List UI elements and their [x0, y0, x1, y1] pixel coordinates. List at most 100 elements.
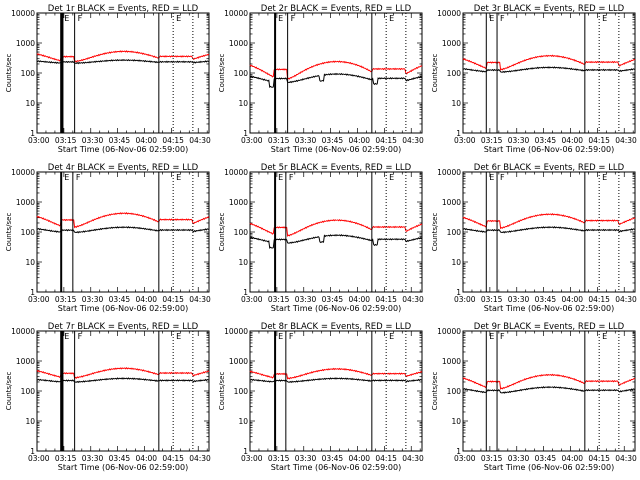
x-axis-label: Start Time (06-Nov-06 02:59:00) [271, 463, 401, 472]
y-tick-label: 1 [30, 129, 35, 138]
x-tick-label: 03:45 [322, 454, 344, 463]
x-tick-label: 03:15 [268, 454, 290, 463]
x-tick-label: 04:15 [162, 454, 184, 463]
events-line [36, 377, 210, 384]
y-tick-label: 1000 [229, 357, 248, 366]
x-tick-label: 04:30 [402, 136, 424, 145]
events-line [249, 72, 423, 89]
x-tick-label: 03:00 [454, 295, 476, 304]
y-tick-label: 10000 [224, 9, 248, 18]
event-marker-label: E [278, 14, 283, 23]
event-marker-label: E [64, 332, 69, 341]
x-tick-label: 03:45 [535, 295, 557, 304]
events-line [462, 385, 636, 394]
y-tick-label: 100 [21, 69, 36, 78]
panel-title: Det 7r BLACK = Events, RED = LLD [48, 322, 199, 332]
lld-line [249, 367, 423, 380]
x-tick-label: 03:30 [295, 454, 317, 463]
x-axis-label: Start Time (06-Nov-06 02:59:00) [484, 145, 614, 154]
x-tick-label: 03:00 [454, 136, 476, 145]
x-tick-label: 04:00 [135, 295, 157, 304]
event-marker-label: F [76, 173, 81, 182]
x-tick-label: 04:15 [588, 454, 610, 463]
y-tick-label: 10000 [437, 168, 461, 177]
event-marker-label: E [602, 14, 607, 23]
y-tick-label: 100 [21, 228, 36, 237]
event-marker-label: E [389, 332, 394, 341]
panel-title: Det 9r BLACK = Events, RED = LLD [474, 322, 625, 332]
lld-line [249, 60, 423, 81]
x-axis-label: Start Time (06-Nov-06 02:59:00) [58, 463, 188, 472]
x-tick-label: 03:00 [28, 454, 50, 463]
events-line [36, 226, 210, 234]
event-marker-label: F [78, 14, 83, 23]
y-tick-label: 100 [21, 387, 36, 396]
lld-line [36, 367, 210, 379]
x-tick-label: 04:15 [375, 136, 397, 145]
lld-line [462, 54, 636, 71]
events-line [249, 377, 423, 384]
x-axis-label: Start Time (06-Nov-06 02:59:00) [58, 304, 188, 313]
x-tick-label: 04:30 [615, 454, 637, 463]
lld-line [462, 373, 636, 390]
x-tick-label: 03:15 [481, 454, 503, 463]
y-tick-label: 10 [451, 258, 461, 267]
x-tick-label: 03:45 [109, 295, 131, 304]
y-tick-label: 1000 [16, 39, 35, 48]
event-marker-label: F [500, 173, 505, 182]
events-line [462, 226, 636, 234]
event-marker-label: E [176, 332, 181, 341]
x-tick-label: 03:00 [454, 454, 476, 463]
y-tick-label: 10000 [11, 168, 35, 177]
x-tick-label: 04:30 [402, 454, 424, 463]
x-axis-label: Start Time (06-Nov-06 02:59:00) [484, 304, 614, 313]
x-tick-label: 03:00 [241, 136, 263, 145]
x-tick-label: 04:00 [348, 454, 370, 463]
x-tick-label: 04:15 [375, 295, 397, 304]
x-tick-label: 04:00 [348, 136, 370, 145]
panel-2 [249, 12, 423, 134]
y-tick-label: 1000 [229, 39, 248, 48]
event-marker-label: E [489, 14, 494, 23]
y-tick-label: 100 [447, 228, 462, 237]
panel-title: Det 4r BLACK = Events, RED = LLD [48, 163, 199, 173]
x-tick-label: 03:00 [28, 136, 50, 145]
lld-line [36, 212, 210, 229]
y-tick-label: 100 [234, 69, 249, 78]
y-tick-label: 10000 [11, 327, 35, 336]
y-axis-label: Counts/sec [431, 372, 439, 411]
y-tick-label: 1000 [442, 198, 461, 207]
y-tick-label: 10000 [437, 9, 461, 18]
x-tick-label: 03:15 [55, 454, 77, 463]
y-axis-label: Counts/sec [5, 213, 13, 252]
y-tick-label: 1000 [229, 198, 248, 207]
x-axis-label: Start Time (06-Nov-06 02:59:00) [484, 463, 614, 472]
x-axis-label: Start Time (06-Nov-06 02:59:00) [271, 145, 401, 154]
x-tick-label: 03:30 [508, 454, 530, 463]
y-axis-label: Counts/sec [431, 213, 439, 252]
x-tick-label: 03:30 [82, 454, 104, 463]
y-tick-label: 10 [25, 99, 35, 108]
event-marker-label: F [291, 14, 296, 23]
y-tick-label: 10 [451, 417, 461, 426]
x-tick-label: 04:30 [189, 454, 211, 463]
y-axis-label: Counts/sec [218, 372, 226, 411]
panel-3 [462, 12, 636, 134]
y-tick-label: 1 [243, 447, 248, 456]
x-tick-label: 03:30 [508, 136, 530, 145]
y-tick-label: 1000 [16, 198, 35, 207]
y-tick-label: 10 [238, 258, 248, 267]
y-tick-label: 100 [447, 387, 462, 396]
x-tick-label: 04:00 [135, 454, 157, 463]
event-marker-label: E [389, 14, 394, 23]
event-marker-label: F [78, 332, 83, 341]
x-tick-label: 03:15 [268, 136, 290, 145]
y-tick-label: 1 [456, 288, 461, 297]
x-tick-label: 03:45 [109, 136, 131, 145]
x-tick-label: 03:30 [295, 295, 317, 304]
x-tick-label: 04:00 [561, 295, 583, 304]
x-tick-label: 03:15 [55, 136, 77, 145]
x-axis-label: Start Time (06-Nov-06 02:59:00) [58, 145, 188, 154]
y-tick-label: 1000 [442, 39, 461, 48]
